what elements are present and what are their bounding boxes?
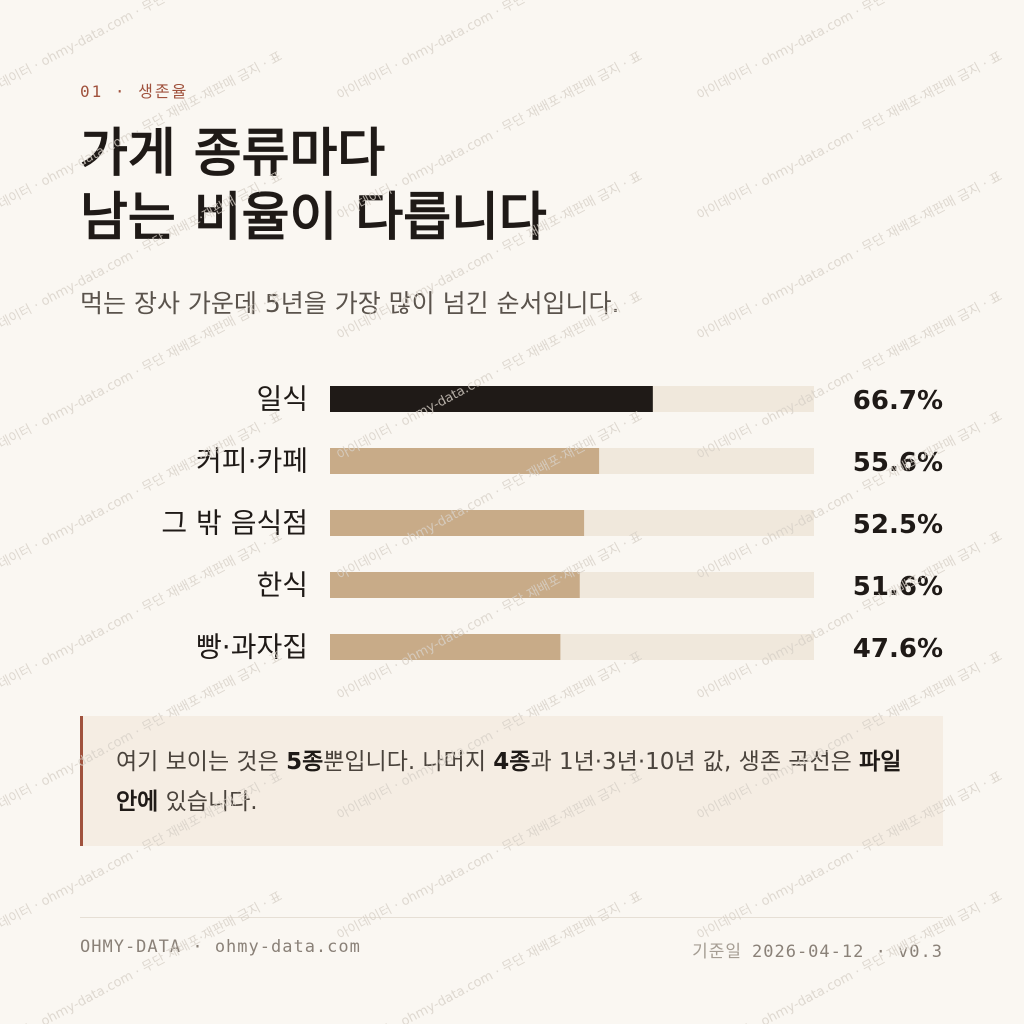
- value-label: 47.6%: [853, 634, 943, 664]
- subtitle: 먹는 장사 가운데 5년을 가장 많이 넘긴 순서입니다.: [80, 289, 620, 318]
- bar: [330, 448, 600, 474]
- callout-emphasis: 4종: [493, 749, 531, 775]
- watermark: 아이데이터 · ohmy-data.com · 무단 재배포·재판매 금지 · …: [335, 889, 645, 1024]
- category-label: 커피·카페: [196, 445, 308, 478]
- value-label: 52.5%: [853, 510, 943, 540]
- date-value: 2026-04-12 · v0.3: [752, 942, 943, 962]
- title-line: 남는 비율이 다릅니다: [80, 188, 547, 248]
- value-label: 55.6%: [853, 448, 943, 478]
- value-label: 66.7%: [853, 386, 943, 416]
- callout-text: 있습니다.: [158, 789, 258, 815]
- callout-text: 여기 보이는 것은: [116, 749, 287, 775]
- date-label: 기준일: [692, 942, 742, 962]
- title: 가게 종류마다 남는 비율이 다릅니다: [80, 122, 547, 250]
- footer-left: OHMY-DATA · ohmy-data.com: [80, 937, 361, 957]
- category-label: 한식: [256, 569, 308, 602]
- bar: [330, 572, 580, 598]
- callout-text: 뿐입니다. 나머지: [323, 749, 494, 775]
- title-line: 가게 종류마다: [80, 124, 386, 184]
- watermark: 아이데이터 · ohmy-data.com · 무단 재배포·재판매 금지 · …: [335, 0, 645, 104]
- watermark: 아이데이터 · ohmy-data.com · 무단 재배포·재판매 금지 · …: [695, 169, 1005, 343]
- category-label: 일식: [256, 383, 308, 416]
- callout-emphasis: 5종: [286, 749, 324, 775]
- bar: [330, 634, 561, 660]
- footer-right: 기준일 2026-04-12 · v0.3: [692, 937, 943, 962]
- callout-emphasis: 파일 안에: [116, 749, 902, 815]
- eyebrow: 01 · 생존율: [80, 82, 189, 101]
- divider: [80, 917, 943, 918]
- watermark: 아이데이터 · ohmy-data.com · 무단 재배포·재판매 금지 · …: [695, 0, 1005, 104]
- watermark: 아이데이터 · ohmy-data.com · 무단 재배포·재판매 금지 · …: [695, 49, 1005, 223]
- callout-text: 과 1년·3년·10년 값, 생존 곡선은: [530, 749, 860, 775]
- bar: [330, 510, 585, 536]
- category-label: 그 밖 음식점: [161, 507, 308, 540]
- chart: 일식 66.7% 커피·카페 55.6% 그 밖 음식점 52.5% 한식 51.6% 빵·과자…: [161, 383, 943, 665]
- category-label: 빵·과자집: [196, 631, 308, 664]
- bar: [330, 386, 653, 412]
- callout: 여기 보이는 것은 5종뿐입니다. 나머지 4종과 1년·3년·10년 값, 생…: [80, 716, 943, 846]
- value-label: 51.6%: [853, 572, 943, 602]
